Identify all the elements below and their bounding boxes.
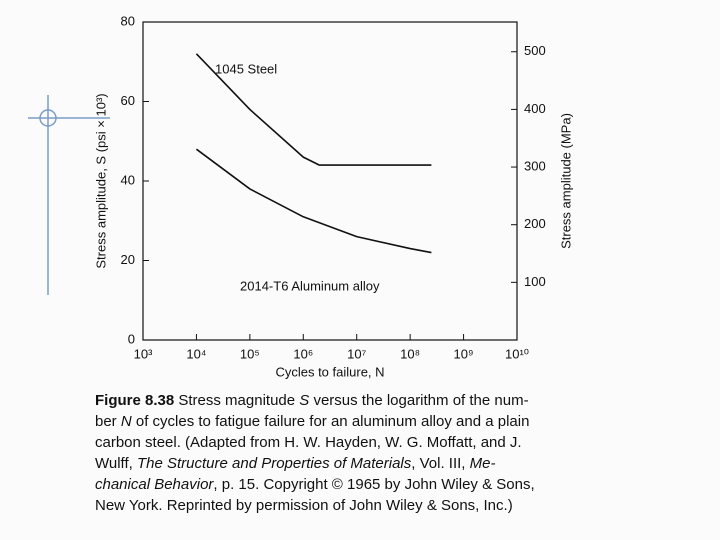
caption-text: S: [299, 392, 309, 409]
caption-text: The Structure and Properties of Material…: [137, 455, 412, 472]
y2-tick-label: 400: [524, 101, 546, 116]
caption-line: chanical Behavior, p. 15. Copyright © 19…: [95, 476, 535, 493]
caption-text: of cycles to fatigue failure for an alum…: [132, 413, 530, 430]
y2-axis-title: Stress amplitude (MPa): [558, 113, 573, 249]
x-tick-label: 10⁵: [240, 346, 260, 361]
caption-text: versus the logarithm of the num-: [309, 392, 528, 409]
caption-line: Figure 8.38 Stress magnitude S versus th…: [95, 392, 529, 409]
y2-tick-label: 200: [524, 216, 546, 231]
series-annotation: 2014-T6 Aluminum alloy: [240, 278, 380, 293]
x-tick-label: 10³: [134, 346, 153, 361]
caption-line: New York. Reprinted by permission of Joh…: [95, 497, 513, 514]
y-axis-title: Stress amplitude, S (psi × 10³): [93, 93, 108, 268]
caption: Figure 8.38 Stress magnitude S versus th…: [95, 392, 535, 514]
slide-deco-circle: [39, 109, 57, 127]
series-line: [195, 53, 432, 166]
caption-text: ber: [95, 413, 121, 430]
caption-text: carbon steel. (Adapted from H. W. Hayden…: [95, 434, 522, 451]
x-axis-title: Cycles to failure, N: [275, 364, 384, 379]
x-tick-label: 10⁷: [347, 346, 366, 361]
y-tick-label: 80: [121, 13, 135, 28]
series-line: [195, 148, 432, 254]
x-tick-label: 10⁴: [186, 346, 206, 361]
caption-text: N: [121, 413, 132, 430]
caption-text: New York. Reprinted by permission of Joh…: [95, 497, 513, 514]
y2-tick-label: 100: [524, 274, 546, 289]
x-tick-label: 10⁶: [293, 346, 313, 361]
y2-tick-label: 300: [524, 158, 546, 173]
caption-label: Figure 8.38: [95, 392, 174, 409]
x-tick-label: 10⁸: [400, 346, 420, 361]
caption-text: chanical Behavior: [95, 476, 214, 493]
y-tick-label: 60: [121, 93, 135, 108]
caption-text: Stress magnitude: [178, 392, 299, 409]
caption-text: , p. 15. Copyright © 1965 by John Wiley …: [213, 476, 534, 493]
y-tick-label: 20: [121, 252, 135, 267]
y2-tick-label: 500: [524, 43, 546, 58]
caption-text: , Vol. III,: [411, 455, 469, 472]
y-tick-label: 0: [128, 331, 135, 346]
x-tick-label: 10⁹: [454, 346, 474, 361]
caption-text: Wulff,: [95, 455, 137, 472]
caption-line: carbon steel. (Adapted from H. W. Hayden…: [95, 434, 522, 451]
caption-line: Wulff, The Structure and Properties of M…: [95, 455, 495, 472]
series-annotation: 1045 Steel: [215, 61, 277, 76]
caption-text: Me-: [470, 455, 496, 472]
y-tick-label: 40: [121, 172, 135, 187]
x-tick-label: 10¹⁰: [505, 346, 529, 361]
caption-line: ber N of cycles to fatigue failure for a…: [95, 413, 529, 430]
